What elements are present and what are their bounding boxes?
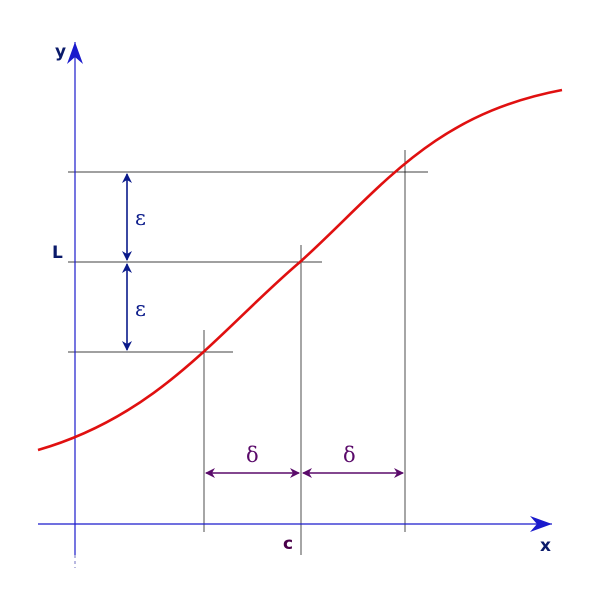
delta-label-right: δ — [343, 443, 356, 467]
guide-lines — [68, 150, 428, 555]
y-axis-label: y — [55, 42, 66, 62]
L-label: L — [52, 243, 63, 263]
function-curve — [37, 88, 563, 452]
epsilon-label-upper: ε — [135, 206, 146, 230]
c-label: c — [283, 534, 293, 554]
x-axis-label: x — [540, 536, 551, 556]
axes — [38, 42, 552, 568]
delta-label-left: δ — [246, 443, 259, 467]
epsilon-label-lower: ε — [135, 297, 146, 321]
